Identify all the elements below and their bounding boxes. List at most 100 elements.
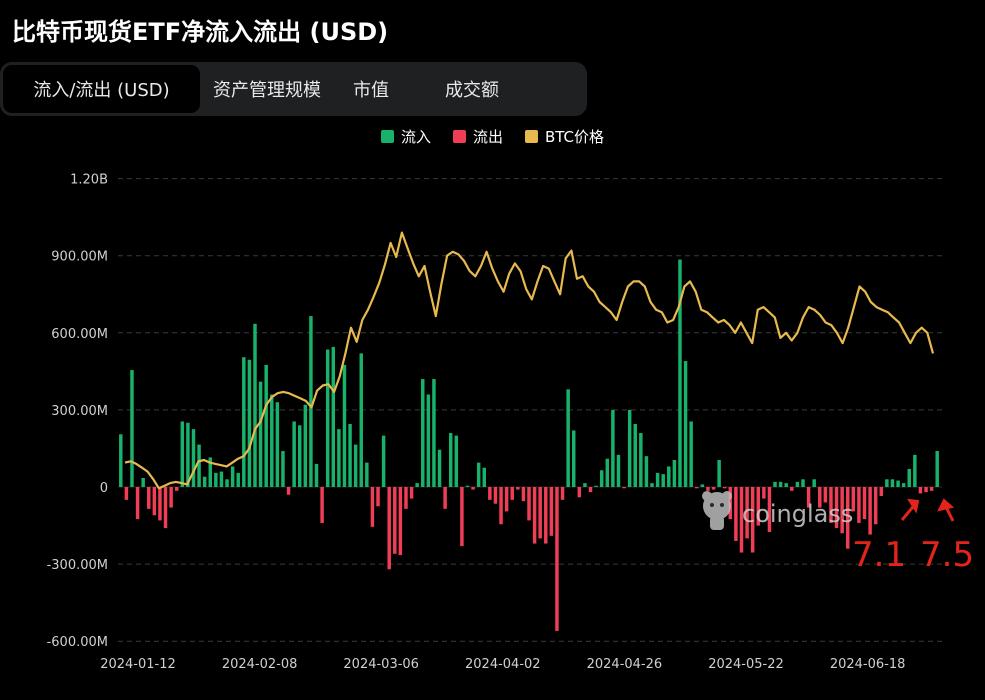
- tab-aum[interactable]: 资产管理规模: [213, 80, 321, 101]
- inflow-bar: [381, 435, 386, 487]
- legend-item-price[interactable]: BTC价格: [524, 126, 605, 147]
- outflow-bar: [527, 487, 531, 521]
- inflow-bar: [583, 483, 587, 487]
- inflow-bar: [337, 429, 341, 487]
- inflow-bar: [633, 424, 637, 487]
- watermark-text: coinglass: [742, 500, 853, 528]
- outflow-bar: [868, 487, 872, 535]
- outflow-bar: [577, 487, 582, 498]
- inflow-bar: [627, 409, 632, 487]
- inflow-bar: [885, 479, 889, 487]
- legend-swatch-price: [524, 130, 538, 143]
- inflow-bar: [454, 435, 459, 487]
- inflow-bar: [281, 451, 285, 487]
- bar-layer: [119, 259, 939, 631]
- outflow-bar: [823, 487, 828, 503]
- annotation-label-2: 7.5: [920, 535, 974, 575]
- inflow-bar: [264, 364, 268, 487]
- inflow-bar: [901, 483, 906, 487]
- x-tick-label: 2024-05-22: [708, 657, 784, 672]
- inflow-bar: [482, 467, 486, 487]
- outflow-bar: [739, 487, 744, 553]
- outflow-bar: [706, 487, 710, 491]
- outflow-bar: [516, 487, 520, 490]
- outflow-bar: [873, 487, 878, 525]
- inflow-bar: [689, 421, 693, 487]
- inflow-bar: [230, 466, 235, 487]
- inflow-bar: [247, 359, 252, 487]
- inflow-bar: [253, 323, 257, 487]
- btc-price-line: [124, 231, 935, 490]
- inflow-bar: [801, 479, 805, 487]
- inflow-bar: [572, 430, 576, 487]
- inflow-bar: [214, 472, 218, 487]
- inflow-bar: [426, 394, 431, 487]
- x-tick-label: 2024-04-02: [465, 657, 541, 672]
- inflow-bar: [353, 444, 358, 487]
- x-tick-label: 2024-04-26: [587, 657, 663, 672]
- inflow-bar: [421, 379, 425, 487]
- tab-inflow-outflow[interactable]: 流入/流出 (USD): [3, 65, 200, 113]
- legend-item-outflow[interactable]: 流出: [452, 126, 503, 147]
- tab-volume[interactable]: 成交额: [445, 80, 499, 101]
- outflow-bar: [158, 487, 162, 521]
- inflow-bar: [432, 379, 436, 487]
- outflow-bar: [499, 487, 503, 525]
- legend-label-price: BTC价格: [544, 128, 605, 146]
- outflow-bar: [879, 487, 884, 496]
- inflow-bar: [784, 483, 788, 487]
- outflow-bar: [286, 487, 291, 495]
- tab-market-cap[interactable]: 市值: [353, 80, 389, 101]
- annotation-arrow-2: [937, 498, 955, 522]
- inflow-bar: [359, 353, 363, 487]
- inflow-bar: [717, 460, 721, 487]
- inflow-bar: [191, 429, 196, 487]
- inflow-bar: [331, 346, 336, 487]
- outflow-bar: [767, 487, 772, 532]
- inflow-bar: [644, 456, 649, 487]
- outflow-bar: [169, 487, 173, 508]
- inflow-bar: [773, 481, 777, 487]
- inflow-bar: [292, 421, 296, 487]
- outflow-bar: [152, 487, 157, 516]
- inflow-bar: [309, 316, 313, 487]
- inflow-bar: [476, 462, 481, 487]
- y-tick-label: 300.00M: [51, 404, 108, 419]
- legend-label-outflow: 流出: [472, 128, 503, 146]
- outflow-bar: [549, 487, 554, 536]
- outflow-bar: [918, 487, 923, 494]
- x-tick-label: 2024-02-08: [222, 657, 298, 672]
- legend-item-inflow[interactable]: 流入: [380, 126, 431, 147]
- inflow-bar: [298, 425, 302, 487]
- y-tick-label: 0: [100, 481, 108, 496]
- outflow-bar: [711, 487, 716, 490]
- inflow-bar: [778, 481, 783, 487]
- outflow-bar: [544, 487, 548, 544]
- inflow-bar: [683, 361, 688, 487]
- outflow-bar: [790, 487, 794, 491]
- inflow-bar: [667, 466, 671, 487]
- inflow-bar: [225, 479, 229, 487]
- outflow-bar: [471, 487, 475, 490]
- outflow-bar: [929, 487, 934, 491]
- outflow-bar: [370, 487, 375, 527]
- inflow-bar: [678, 259, 682, 487]
- annotation-label-1: 7.1: [852, 535, 906, 575]
- inflow-bar: [342, 364, 347, 487]
- y-tick-label: 600.00M: [51, 327, 108, 342]
- outflow-bar: [924, 487, 928, 493]
- inflow-bar: [275, 402, 280, 487]
- outflow-bar: [538, 487, 542, 539]
- axis-layer: 1.20B 900.00M 600.00M 300.00M 0 -300.00M -600.…: [47, 173, 906, 672]
- price-line-layer: [124, 231, 935, 490]
- outflow-bar: [762, 487, 766, 499]
- legend-swatch-inflow: [380, 130, 394, 143]
- inflow-bar: [202, 476, 207, 487]
- outflow-bar: [124, 487, 129, 500]
- y-tick-label: 900.00M: [51, 250, 108, 265]
- inflow-bar: [639, 433, 643, 487]
- y-tick-label: -600.00M: [47, 635, 108, 650]
- outflow-bar: [756, 487, 760, 526]
- inflow-bar: [303, 404, 308, 487]
